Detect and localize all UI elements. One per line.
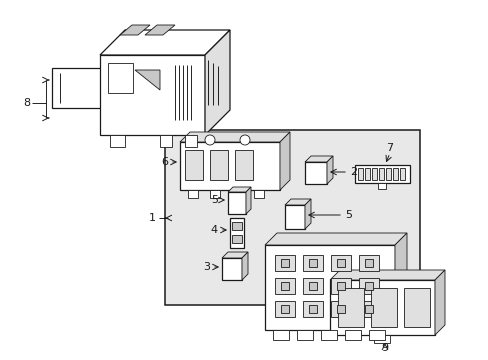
Bar — [336, 305, 345, 313]
Text: 2: 2 — [349, 167, 356, 177]
Bar — [100, 55, 204, 135]
Bar — [330, 255, 350, 271]
Bar — [370, 288, 396, 327]
Bar — [364, 282, 372, 290]
Bar — [274, 301, 294, 317]
Bar — [373, 335, 389, 343]
Bar — [364, 305, 372, 313]
Polygon shape — [305, 199, 310, 229]
Bar — [180, 142, 280, 190]
Bar — [354, 165, 409, 183]
Bar — [285, 205, 305, 229]
Text: 9: 9 — [381, 343, 388, 353]
Bar — [110, 135, 125, 147]
Bar — [385, 168, 390, 180]
Bar — [187, 190, 198, 198]
Bar — [264, 245, 394, 330]
Bar — [274, 278, 294, 294]
Text: 7: 7 — [386, 143, 393, 153]
Bar — [330, 278, 350, 294]
Bar — [357, 168, 362, 180]
Polygon shape — [242, 252, 247, 280]
Polygon shape — [52, 68, 102, 108]
Polygon shape — [100, 30, 229, 55]
Bar — [209, 190, 220, 198]
Bar — [358, 278, 378, 294]
Bar — [231, 222, 242, 230]
Bar — [303, 278, 323, 294]
Bar — [336, 282, 345, 290]
Bar — [330, 301, 350, 317]
Text: 3: 3 — [203, 262, 209, 272]
Bar — [227, 192, 245, 214]
Bar — [229, 218, 244, 248]
Polygon shape — [329, 270, 444, 280]
Bar — [108, 63, 133, 93]
Polygon shape — [180, 132, 289, 142]
Bar — [308, 282, 316, 290]
Polygon shape — [245, 187, 250, 214]
Polygon shape — [135, 70, 160, 90]
Bar — [337, 288, 363, 327]
Bar — [296, 330, 312, 340]
Bar — [345, 330, 360, 340]
Polygon shape — [145, 25, 175, 35]
Bar — [160, 135, 172, 147]
Bar — [377, 183, 385, 189]
Polygon shape — [264, 233, 406, 245]
Polygon shape — [285, 199, 310, 205]
Text: 8: 8 — [23, 98, 30, 108]
Bar — [281, 282, 288, 290]
Circle shape — [240, 135, 249, 145]
Text: 4: 4 — [210, 225, 218, 235]
Text: 5: 5 — [345, 210, 351, 220]
Bar — [184, 150, 203, 180]
Bar — [378, 168, 383, 180]
Text: 6: 6 — [161, 157, 168, 167]
Bar — [399, 168, 404, 180]
Polygon shape — [394, 233, 406, 330]
Bar — [364, 168, 369, 180]
Circle shape — [204, 135, 215, 145]
Bar — [364, 259, 372, 267]
Text: 1: 1 — [149, 213, 156, 223]
Polygon shape — [204, 30, 229, 135]
Polygon shape — [120, 25, 150, 35]
Bar — [403, 288, 429, 327]
Text: 5: 5 — [210, 195, 218, 205]
Bar — [371, 168, 376, 180]
Bar — [320, 330, 336, 340]
Bar — [281, 305, 288, 313]
Bar — [303, 301, 323, 317]
Polygon shape — [222, 252, 247, 258]
Polygon shape — [434, 270, 444, 335]
Polygon shape — [227, 187, 250, 192]
Bar — [358, 301, 378, 317]
Polygon shape — [305, 156, 332, 162]
Bar — [274, 255, 294, 271]
Bar — [308, 305, 316, 313]
Bar — [209, 150, 227, 180]
Polygon shape — [326, 156, 332, 184]
Bar — [235, 150, 252, 180]
Bar — [358, 255, 378, 271]
Bar — [231, 190, 242, 198]
Bar — [222, 258, 242, 280]
Bar — [305, 162, 326, 184]
Bar — [272, 330, 288, 340]
Bar — [308, 259, 316, 267]
Bar — [368, 330, 384, 340]
Polygon shape — [280, 132, 289, 190]
Bar — [231, 235, 242, 243]
Bar — [392, 168, 397, 180]
Bar — [164, 130, 419, 305]
Bar — [253, 190, 264, 198]
Bar — [303, 255, 323, 271]
Bar — [336, 259, 345, 267]
Bar — [184, 135, 197, 147]
Bar — [281, 259, 288, 267]
Bar — [329, 280, 434, 335]
